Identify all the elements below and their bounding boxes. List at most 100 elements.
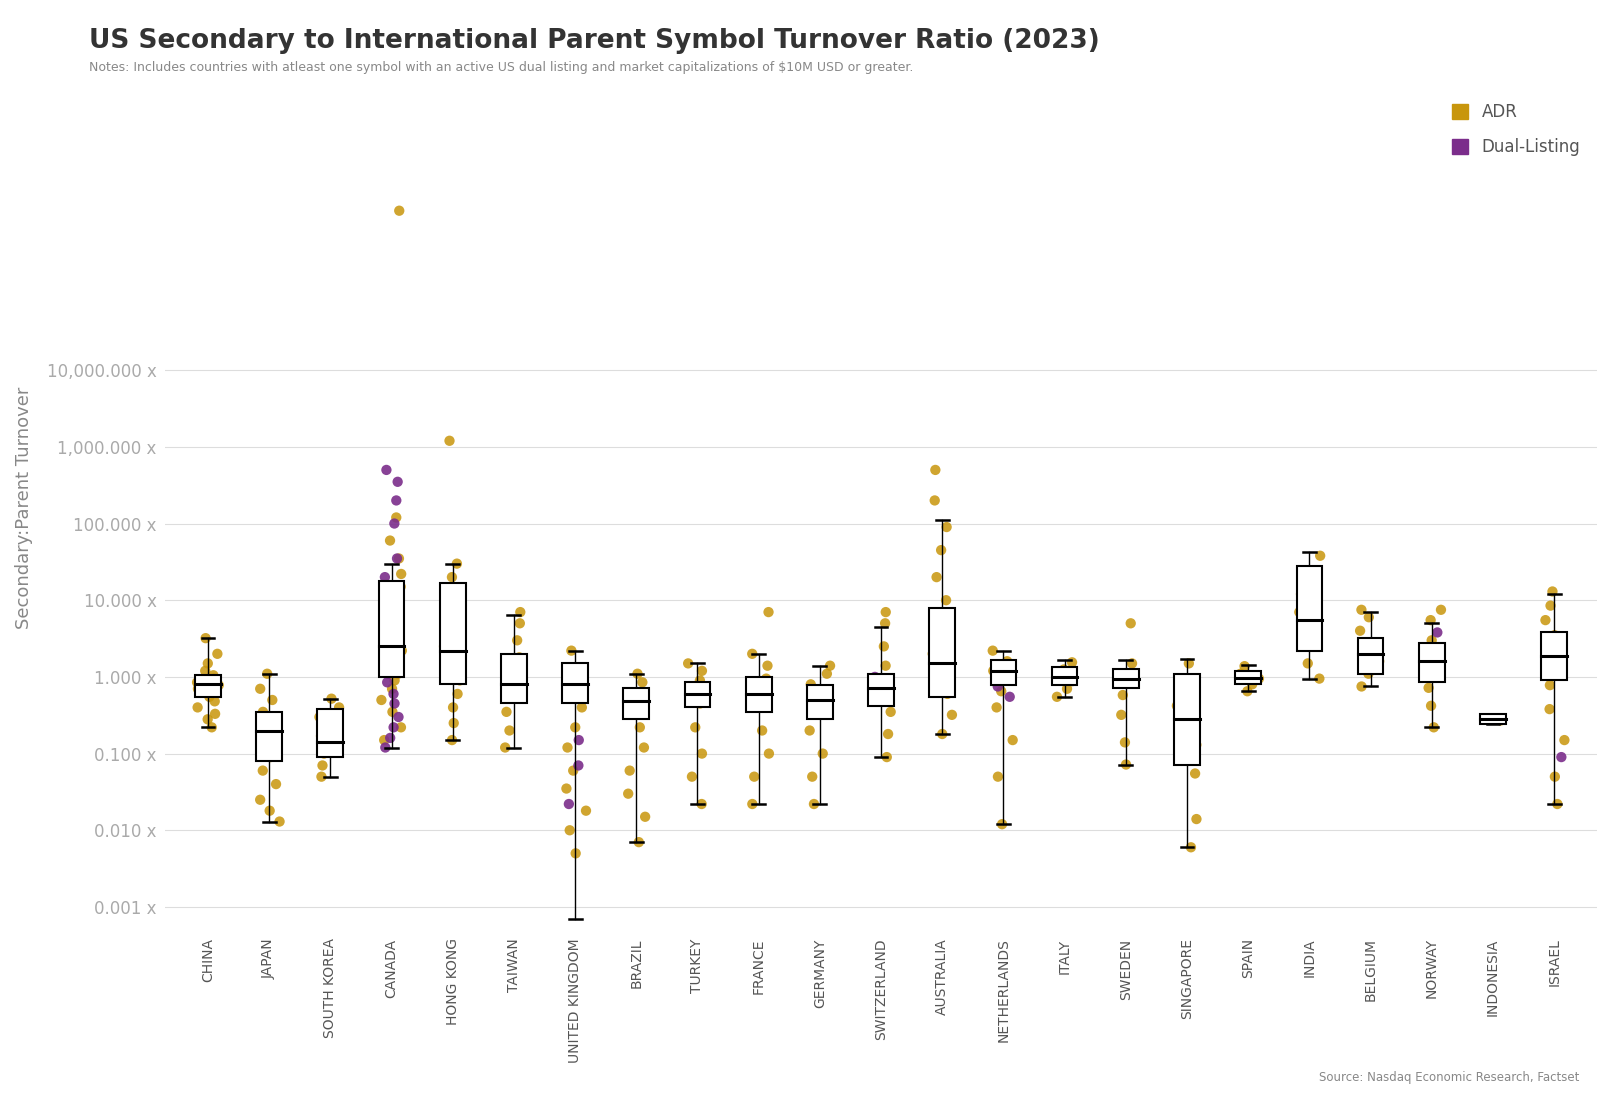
Point: [1288, 565, 1314, 583]
Point: [558, 641, 584, 659]
Point: [920, 645, 946, 662]
Bar: [869, 673, 895, 706]
Point: [553, 780, 579, 798]
Point: [1112, 734, 1138, 751]
Point: [1536, 701, 1562, 718]
Point: [374, 673, 400, 691]
Point: [442, 621, 467, 639]
Text: US Secondary to International Parent Symbol Turnover Ratio (2023): US Secondary to International Parent Sym…: [89, 28, 1099, 54]
Point: [200, 667, 226, 684]
Point: [988, 682, 1014, 700]
Point: [1228, 664, 1254, 682]
Point: [1548, 629, 1573, 647]
Point: [569, 698, 595, 716]
Point: [1356, 638, 1381, 656]
Point: [258, 748, 284, 766]
Point: [933, 518, 959, 536]
Point: [1294, 654, 1320, 672]
Y-axis label: Secondary:Parent Turnover: Secondary:Parent Turnover: [15, 387, 32, 629]
Point: [1541, 626, 1567, 644]
Point: [866, 686, 891, 704]
Point: [205, 645, 231, 662]
Point: [372, 739, 398, 757]
Point: [1307, 547, 1333, 564]
Point: [630, 739, 656, 757]
Point: [750, 722, 775, 739]
Point: [1109, 673, 1135, 691]
Point: [1235, 682, 1261, 700]
Point: [879, 703, 904, 720]
Point: [445, 685, 471, 703]
Point: [1119, 654, 1145, 672]
Point: [616, 785, 642, 803]
Point: [266, 813, 292, 830]
Point: [493, 703, 519, 720]
Point: [922, 492, 948, 509]
Point: [505, 631, 530, 649]
Point: [388, 578, 414, 595]
Point: [1428, 601, 1454, 618]
Bar: [318, 710, 343, 757]
Legend: ADR, Dual-Listing: ADR, Dual-Listing: [1443, 95, 1589, 164]
Point: [555, 739, 580, 757]
Point: [374, 461, 400, 478]
Point: [385, 657, 411, 674]
Point: [872, 657, 898, 674]
Bar: [563, 663, 588, 704]
Point: [688, 745, 714, 762]
Point: [563, 845, 588, 862]
Point: [440, 714, 466, 732]
Point: [1356, 608, 1381, 626]
Point: [862, 668, 888, 685]
Point: [197, 688, 222, 705]
Point: [374, 654, 400, 672]
Point: [1232, 658, 1257, 675]
Point: [1288, 585, 1314, 603]
Point: [687, 682, 713, 700]
Point: [379, 680, 405, 697]
Point: [932, 626, 958, 644]
Point: [318, 736, 343, 754]
Point: [574, 802, 600, 820]
Point: [800, 686, 825, 704]
Point: [198, 718, 224, 736]
Point: [929, 541, 954, 559]
Point: [740, 795, 766, 813]
Bar: [991, 660, 1016, 685]
Point: [372, 592, 398, 609]
Point: [999, 732, 1025, 749]
Point: [1428, 649, 1454, 667]
Point: [495, 688, 521, 705]
Point: [376, 645, 401, 662]
Point: [306, 708, 332, 726]
Point: [311, 745, 337, 762]
Point: [930, 725, 956, 742]
Point: [629, 673, 654, 691]
Bar: [256, 712, 282, 761]
Point: [756, 745, 782, 762]
Point: [374, 626, 400, 644]
Point: [376, 585, 401, 603]
Point: [506, 615, 532, 632]
Point: [388, 641, 414, 659]
Point: [625, 834, 651, 851]
Bar: [1051, 667, 1077, 685]
Point: [814, 664, 840, 682]
Point: [385, 550, 411, 568]
Point: [738, 698, 764, 716]
Bar: [1480, 714, 1506, 725]
Point: [801, 795, 827, 813]
Point: [998, 672, 1024, 690]
Point: [675, 654, 701, 672]
Point: [447, 672, 472, 690]
Point: [679, 768, 704, 785]
Bar: [746, 676, 772, 712]
Point: [382, 672, 408, 690]
Point: [195, 654, 221, 672]
Point: [1349, 678, 1375, 695]
Point: [796, 722, 822, 739]
Point: [864, 673, 890, 691]
Bar: [501, 653, 527, 704]
Point: [256, 802, 282, 820]
Bar: [440, 583, 466, 684]
